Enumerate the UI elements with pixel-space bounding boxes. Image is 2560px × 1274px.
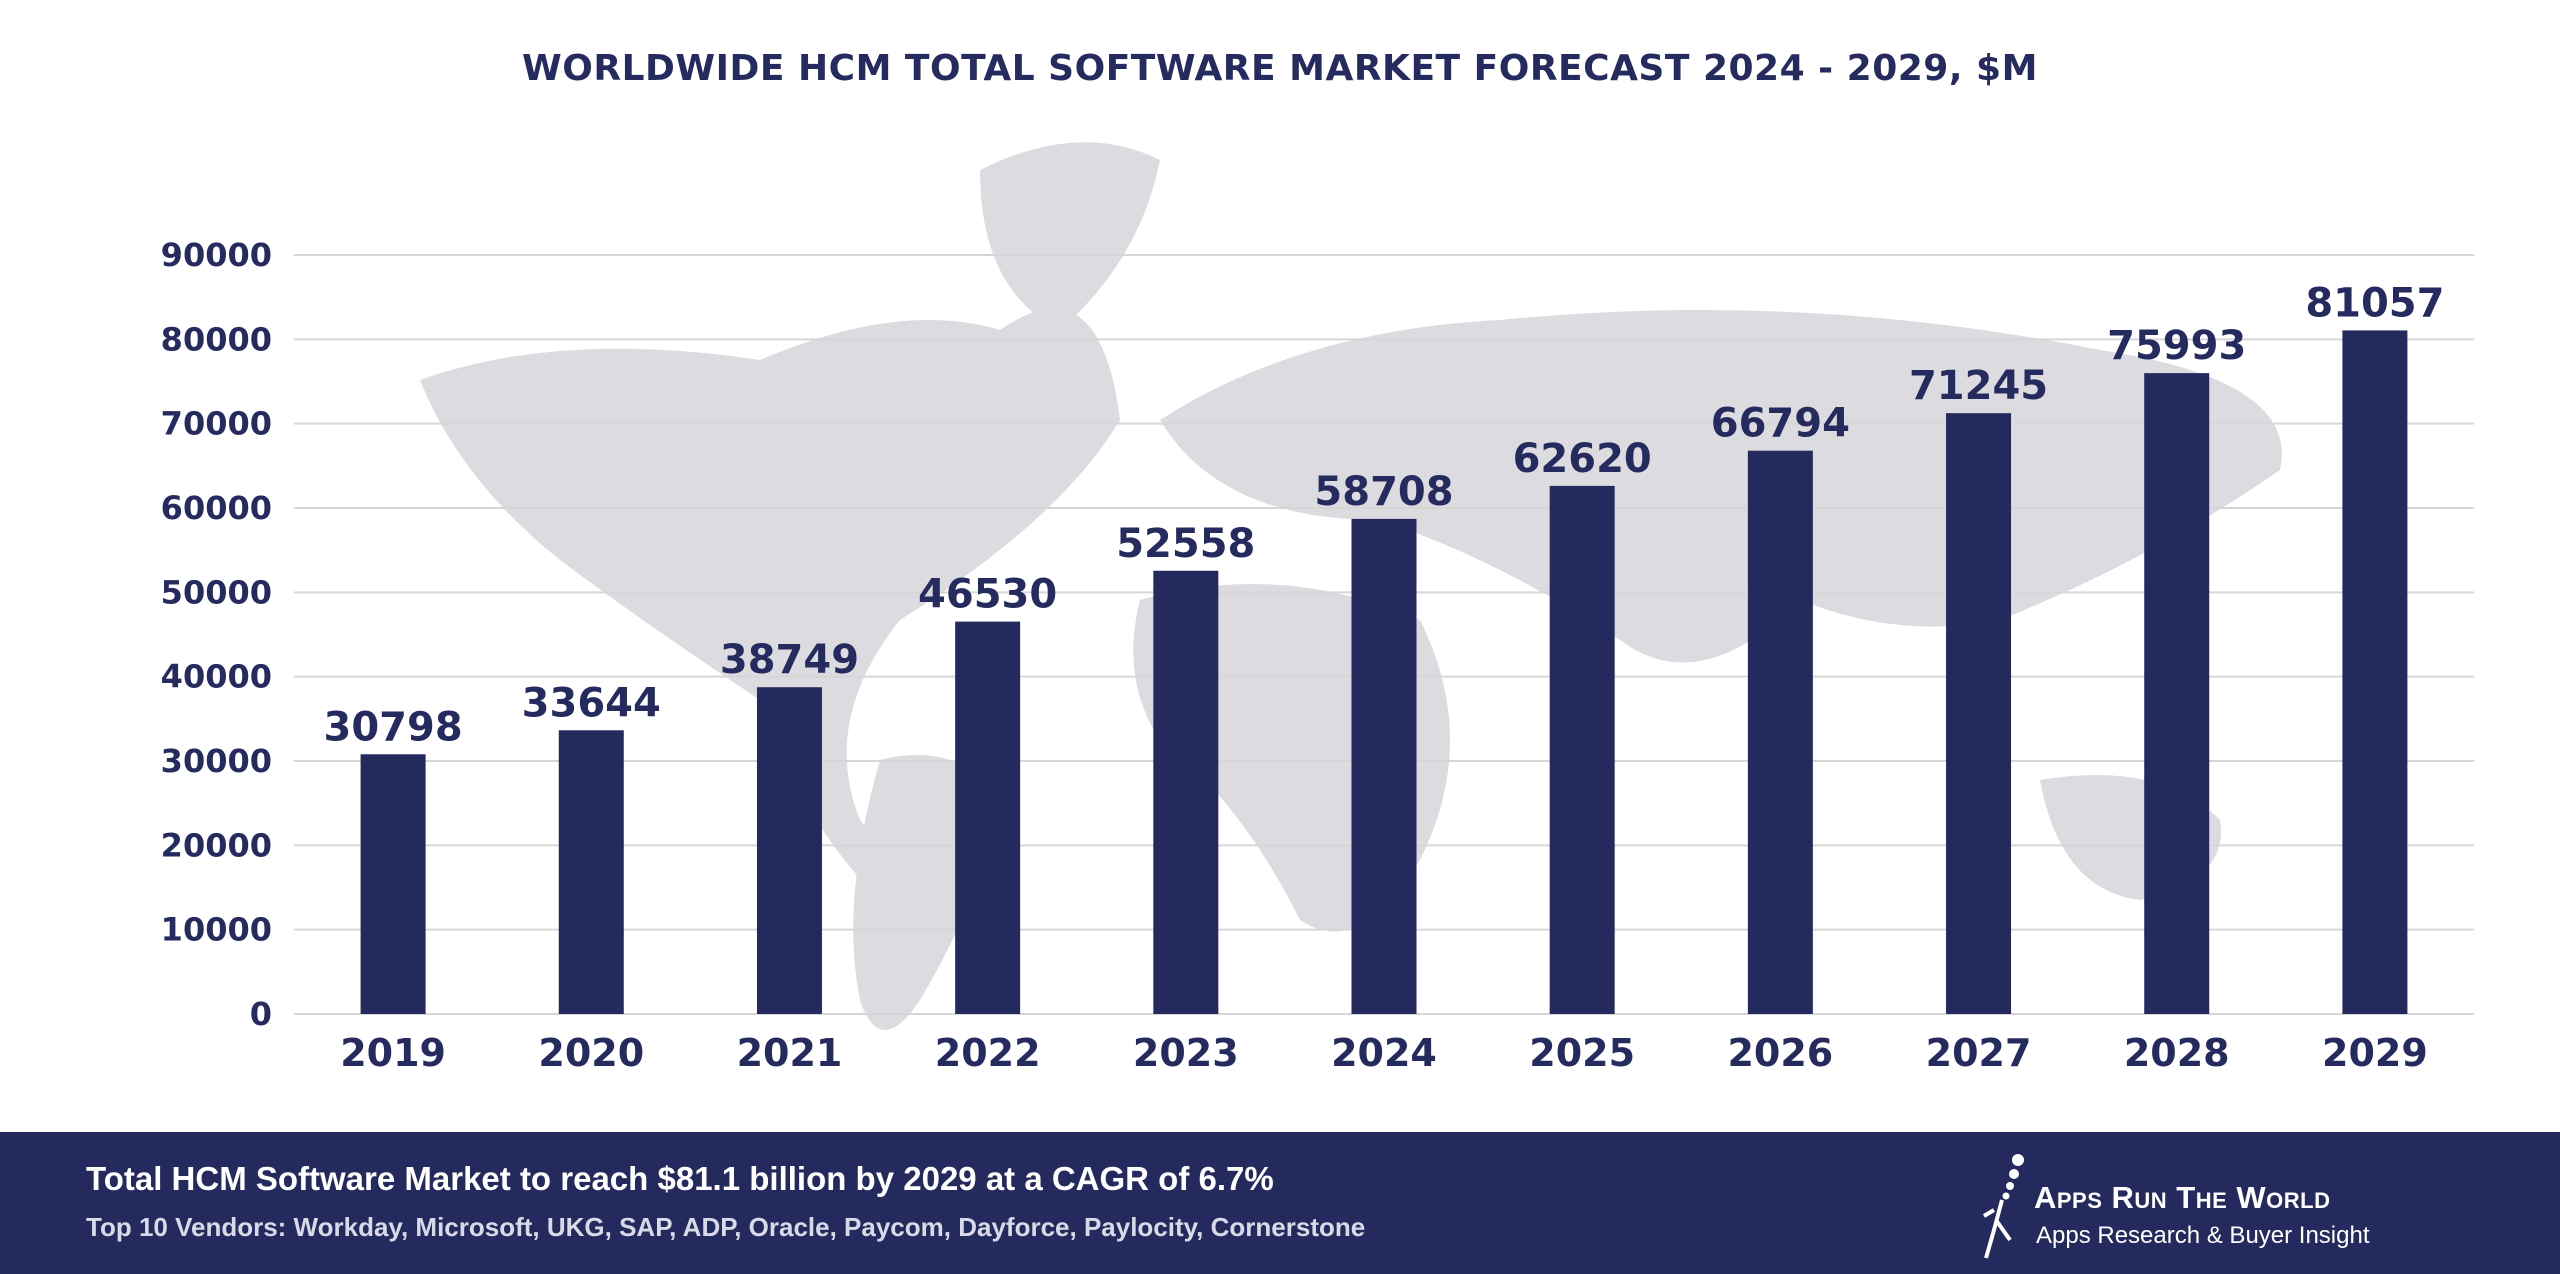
y-tick-label: 0	[250, 995, 272, 1033]
bar-2024	[1351, 518, 1417, 1014]
x-tick-label: 2022	[935, 1031, 1041, 1075]
data-label: 62620	[1513, 436, 1652, 482]
data-label: 38749	[720, 637, 859, 683]
data-label: 81057	[2305, 280, 2444, 326]
data-label: 46530	[918, 572, 1057, 618]
y-tick-label: 40000	[161, 658, 272, 696]
bar-chart: 0 10000 20000 30000 40000 50000 60000 70000 8000…	[161, 142, 2474, 1075]
x-tick-label: 2027	[1926, 1031, 2032, 1075]
y-tick-label: 80000	[161, 320, 272, 358]
x-tick-label: 2029	[2322, 1031, 2428, 1075]
y-tick-label: 70000	[161, 405, 272, 443]
bar-2019	[360, 754, 426, 1014]
data-label: 33644	[522, 680, 661, 726]
x-tick-label: 2023	[1133, 1031, 1239, 1075]
data-label: 66794	[1711, 401, 1850, 447]
bar-2021	[756, 687, 822, 1014]
bar-2029	[2342, 330, 2408, 1014]
bar-2025	[1549, 485, 1615, 1014]
bar-2022	[955, 621, 1021, 1014]
runner-icon	[1982, 1154, 2024, 1259]
bar-2023	[1153, 570, 1219, 1014]
x-tick-label: 2024	[1331, 1031, 1437, 1075]
footer-headline: Total HCM Software Market to reach $81.1…	[86, 1160, 1274, 1197]
y-tick-label: 50000	[161, 573, 272, 611]
data-label: 30798	[324, 704, 463, 750]
data-label: 71245	[1909, 363, 2048, 409]
x-tick-label: 2026	[1727, 1031, 1833, 1075]
x-tick-label: 2019	[340, 1031, 446, 1075]
footer-banner: Total HCM Software Market to reach $81.1…	[0, 1132, 2560, 1274]
chart-title: WORLDWIDE HCM TOTAL SOFTWARE MARKET FORE…	[522, 48, 2038, 89]
data-label: 75993	[2107, 323, 2246, 369]
bar-2020	[558, 730, 624, 1014]
bar-2028	[2144, 373, 2210, 1014]
x-tick-label: 2021	[737, 1031, 843, 1075]
y-tick-label: 20000	[161, 826, 272, 864]
bar-2027	[1946, 413, 2012, 1014]
y-tick-label: 60000	[161, 489, 272, 527]
x-tick-label: 2028	[2124, 1031, 2230, 1075]
x-tick-label: 2020	[538, 1031, 644, 1075]
data-label: 58708	[1314, 469, 1453, 515]
x-tick-label: 2025	[1529, 1031, 1635, 1075]
logo-name: Apps Run The World	[2034, 1180, 2331, 1215]
data-label: 52558	[1116, 521, 1255, 567]
logo-tagline: Apps Research & Buyer Insight	[2036, 1222, 2370, 1249]
y-tick-label: 90000	[161, 236, 272, 274]
apps-run-the-world-logo: Apps Run The World Apps Research & Buyer…	[1980, 1150, 2480, 1260]
bar-2026	[1747, 450, 1813, 1014]
y-tick-label: 30000	[161, 742, 272, 780]
y-tick-label: 10000	[161, 911, 272, 949]
footer-vendors: Top 10 Vendors: Workday, Microsoft, UKG,…	[86, 1212, 1366, 1242]
